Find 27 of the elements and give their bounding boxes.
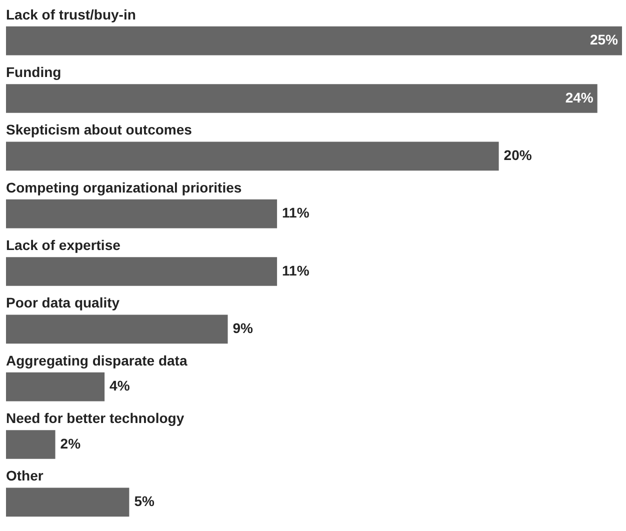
data-label: 2% [60,435,82,452]
data-label: 24% [565,89,594,106]
y-tick-label: Poor data quality [6,294,120,311]
bar [6,26,622,56]
bar [6,372,105,402]
bar [6,142,499,171]
data-label: 5% [134,493,155,510]
data-label: 20% [504,147,532,164]
bar [6,257,278,286]
y-tick-label: Need for better technology [6,410,184,426]
data-label: 9% [232,320,254,336]
bar [6,488,130,517]
y-tick-label: Skepticism about outcomes [6,122,192,138]
data-label: 25% [590,32,619,48]
y-tick-label: Other [6,468,44,484]
y-tick-label: Lack of trust/buy-in [6,6,136,22]
y-tick-label: Funding [6,64,62,80]
data-label: 11% [282,262,310,278]
y-tick-label: Lack of expertise [6,236,121,253]
y-tick-label: Competing organizational priorities [6,179,242,196]
bar [6,84,598,113]
data-label: 11% [282,204,310,221]
data-label: 4% [110,378,130,394]
y-tick-label: Aggregating disparate data [6,352,188,368]
bar [6,430,56,459]
bar [6,314,228,344]
bar [6,199,278,228]
